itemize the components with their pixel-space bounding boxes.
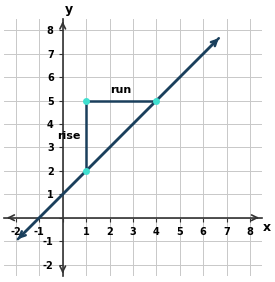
Text: rise: rise	[57, 131, 81, 141]
Text: run: run	[111, 85, 132, 96]
Text: x: x	[263, 221, 271, 233]
Text: y: y	[65, 3, 73, 16]
